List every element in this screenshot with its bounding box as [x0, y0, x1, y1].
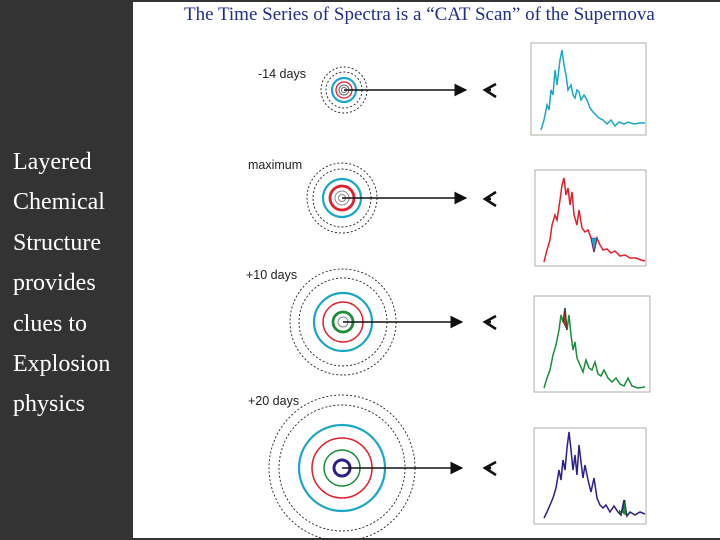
spectrum-plot — [530, 42, 647, 136]
row-maximum: maximum — [248, 158, 647, 267]
row-plus-20-days: +20 days — [248, 394, 647, 540]
spectrum-plot — [533, 427, 647, 525]
left-caption-line: clues to — [13, 310, 87, 337]
row-label: maximum — [248, 158, 302, 172]
eye-arrow-icon — [482, 190, 497, 208]
left-caption-line: physics — [13, 391, 85, 418]
row-label: -14 days — [258, 67, 306, 81]
left-caption-line: provides — [13, 270, 96, 297]
left-caption: Layered Chemical Structure provides clue… — [13, 142, 133, 425]
left-caption-line: Structure — [13, 229, 101, 256]
row-label: +10 days — [246, 268, 297, 282]
slide-title: The Time Series of Spectra is a “CAT Sca… — [184, 4, 655, 25]
eye-arrow-icon — [482, 314, 497, 331]
left-caption-line: Explosion — [13, 351, 111, 378]
row-minus-14-days: -14 days — [258, 42, 647, 136]
row-label: +20 days — [248, 394, 299, 408]
left-caption-line: Chemical — [13, 189, 105, 216]
spectrum-plot — [534, 169, 647, 267]
left-caption-line: Layered — [13, 149, 92, 175]
spectrum-plot — [533, 295, 651, 393]
eye-arrow-icon — [482, 82, 497, 99]
row-plus-10-days: +10 days — [246, 268, 651, 393]
eye-arrow-icon — [482, 460, 497, 477]
